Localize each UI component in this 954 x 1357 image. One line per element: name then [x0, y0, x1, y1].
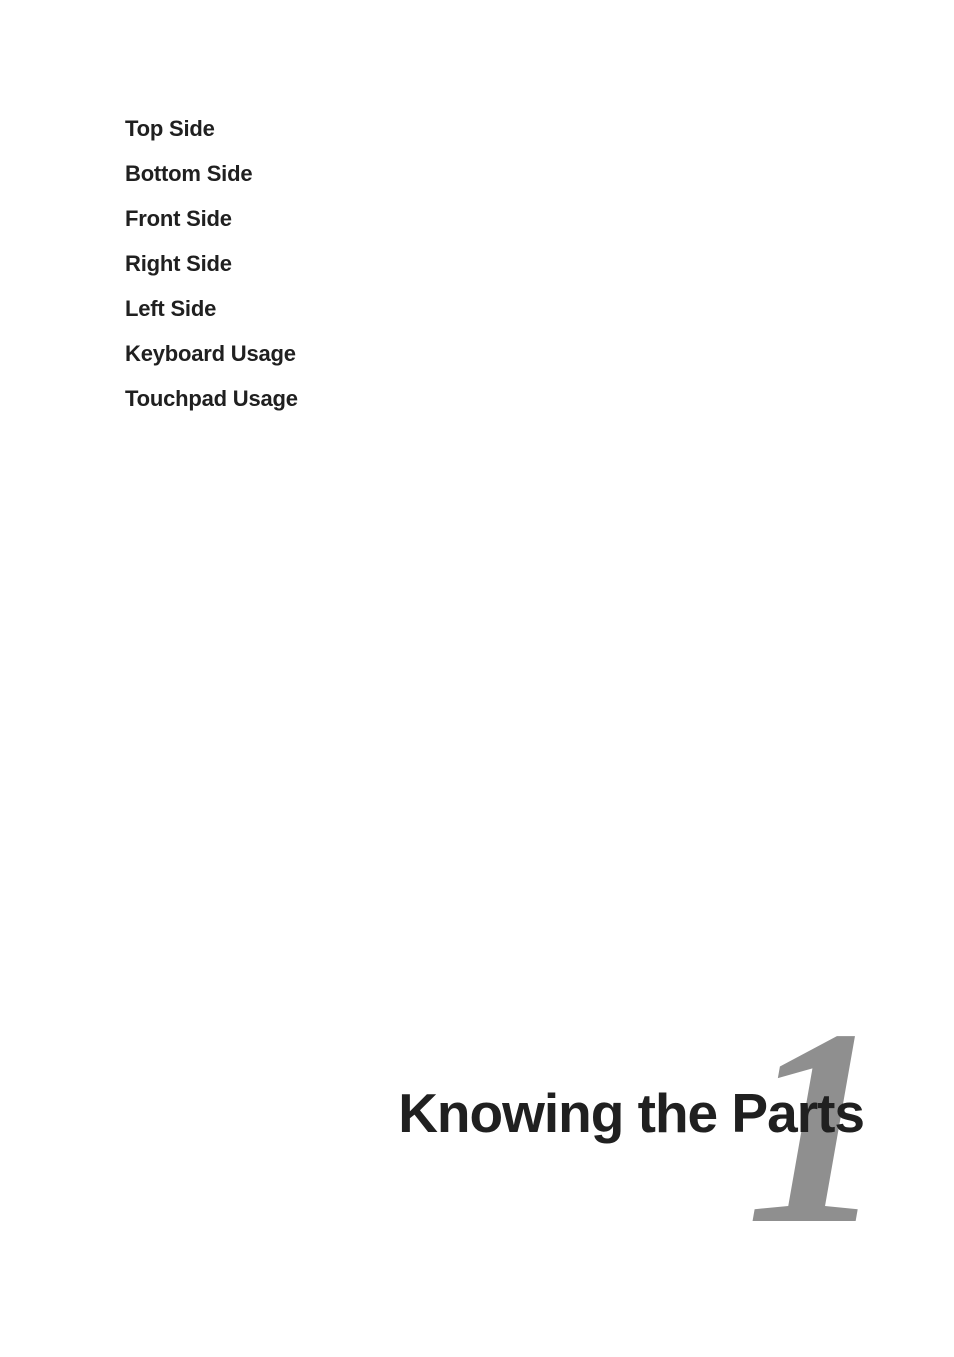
toc-item: Bottom Side — [125, 163, 298, 185]
toc-item: Right Side — [125, 253, 298, 275]
table-of-contents: Top Side Bottom Side Front Side Right Si… — [125, 118, 298, 433]
toc-item: Touchpad Usage — [125, 388, 298, 410]
chapter-title: Knowing the Parts — [398, 1081, 864, 1145]
toc-item: Keyboard Usage — [125, 343, 298, 365]
toc-item: Left Side — [125, 298, 298, 320]
toc-item: Front Side — [125, 208, 298, 230]
toc-item: Top Side — [125, 118, 298, 140]
